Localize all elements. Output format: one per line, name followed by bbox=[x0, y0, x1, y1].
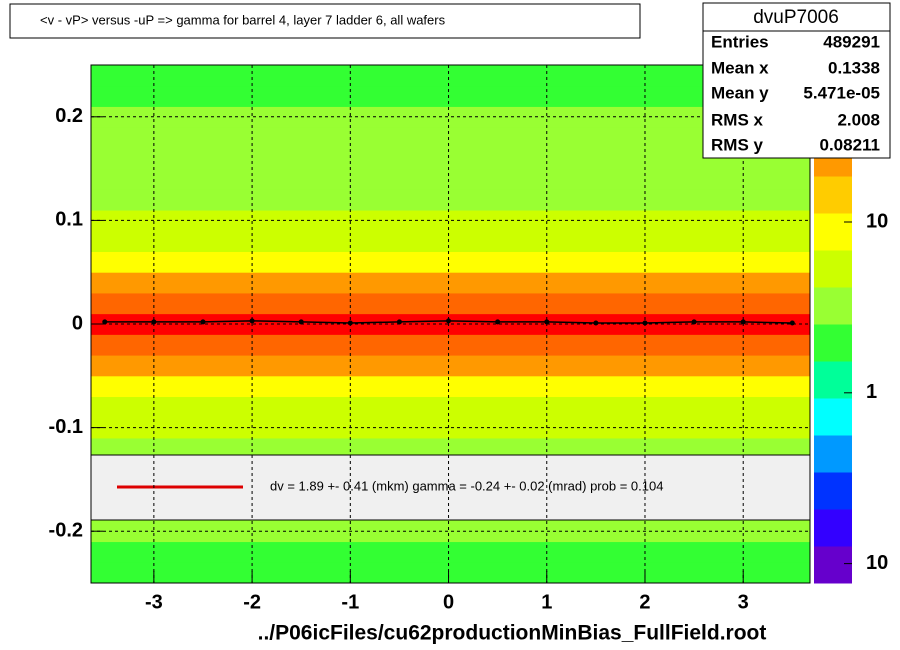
heat-cell bbox=[91, 272, 810, 294]
color-band bbox=[814, 361, 852, 399]
heat-cell bbox=[91, 127, 810, 149]
stats-value: 0.1338 bbox=[828, 58, 880, 77]
stats-name: Mean x bbox=[711, 58, 769, 77]
profile-point bbox=[249, 318, 255, 324]
heat-cell bbox=[91, 65, 810, 87]
heat-cell bbox=[91, 106, 810, 128]
color-band bbox=[814, 250, 852, 288]
stats-value: 2.008 bbox=[837, 110, 880, 129]
legend-text: dv = 1.89 +- 0.41 (mkm) gamma = -0.24 +-… bbox=[270, 478, 663, 493]
heat-cell bbox=[91, 210, 810, 232]
color-band bbox=[814, 324, 852, 362]
stats-box bbox=[702, 2, 891, 159]
y-tick-label: -0.1 bbox=[49, 416, 83, 438]
color-band bbox=[814, 546, 852, 584]
profile-point bbox=[544, 319, 550, 325]
stats-value: 5.471e-05 bbox=[803, 83, 880, 102]
z-tick-label: 1 bbox=[866, 381, 877, 403]
profile-point bbox=[396, 319, 402, 325]
profile-point bbox=[446, 318, 452, 324]
heat-cell bbox=[91, 520, 810, 543]
color-band bbox=[814, 287, 852, 325]
profile-point bbox=[200, 319, 206, 325]
profile-point bbox=[495, 319, 501, 325]
heat-cell bbox=[91, 189, 810, 211]
stats-name: RMS x bbox=[711, 110, 764, 129]
heat-cell bbox=[91, 334, 810, 356]
color-band bbox=[814, 472, 852, 510]
x-tick-label: 0 bbox=[443, 591, 454, 613]
heat-cell bbox=[91, 562, 810, 584]
x-tick-label: 1 bbox=[541, 591, 552, 613]
heat-cell bbox=[91, 417, 810, 439]
heat-cell bbox=[91, 437, 810, 460]
y-tick-label: 0.2 bbox=[55, 105, 83, 127]
heat-cell bbox=[91, 147, 810, 170]
heat-cell bbox=[91, 541, 810, 563]
profile-point bbox=[347, 320, 353, 326]
stats-value: 0.08211 bbox=[819, 135, 880, 154]
chart-title: <v - vP> versus -uP => gamma for barrel … bbox=[40, 12, 446, 27]
profile-point bbox=[789, 320, 795, 326]
z-tick-label: 10 bbox=[866, 210, 888, 232]
profile-point bbox=[298, 319, 304, 325]
profile-point bbox=[642, 320, 648, 326]
heat-cell bbox=[91, 251, 810, 273]
heat-cell bbox=[91, 396, 810, 418]
stats-name: Mean y bbox=[711, 83, 769, 102]
color-band bbox=[814, 398, 852, 436]
stats-name: RMS y bbox=[711, 135, 764, 154]
color-band bbox=[814, 213, 852, 251]
heat-cell bbox=[91, 230, 810, 252]
profile-point bbox=[102, 319, 108, 325]
stats-title: dvuP7006 bbox=[753, 7, 839, 28]
heat-cell bbox=[91, 85, 810, 107]
heat-cell bbox=[91, 355, 810, 377]
y-tick-label: 0.1 bbox=[55, 209, 83, 231]
profile-point bbox=[593, 320, 599, 326]
heat-cell bbox=[91, 292, 810, 315]
heat-cell bbox=[91, 168, 810, 190]
stats-name: Entries bbox=[711, 32, 769, 51]
color-band bbox=[814, 435, 852, 473]
profile-point bbox=[151, 319, 157, 325]
x-tick-label: -3 bbox=[145, 591, 163, 613]
z-tick-label: 10 bbox=[866, 552, 888, 574]
x-tick-label: -1 bbox=[341, 591, 359, 613]
x-tick-label: 3 bbox=[738, 591, 749, 613]
heat-cell bbox=[91, 375, 810, 398]
profile-point bbox=[740, 319, 746, 325]
x-axis-label: ../P06icFiles/cu62productionMinBias_Full… bbox=[258, 622, 767, 645]
color-band bbox=[814, 176, 852, 214]
heat-cell bbox=[91, 313, 810, 335]
y-tick-label: 0 bbox=[72, 312, 83, 334]
y-tick-label: -0.2 bbox=[49, 519, 83, 541]
color-band bbox=[814, 509, 852, 547]
stats-value: 489291 bbox=[823, 32, 880, 51]
profile-point bbox=[691, 319, 697, 325]
x-tick-label: -2 bbox=[243, 591, 261, 613]
x-tick-label: 2 bbox=[639, 591, 650, 613]
title-box bbox=[9, 3, 641, 39]
